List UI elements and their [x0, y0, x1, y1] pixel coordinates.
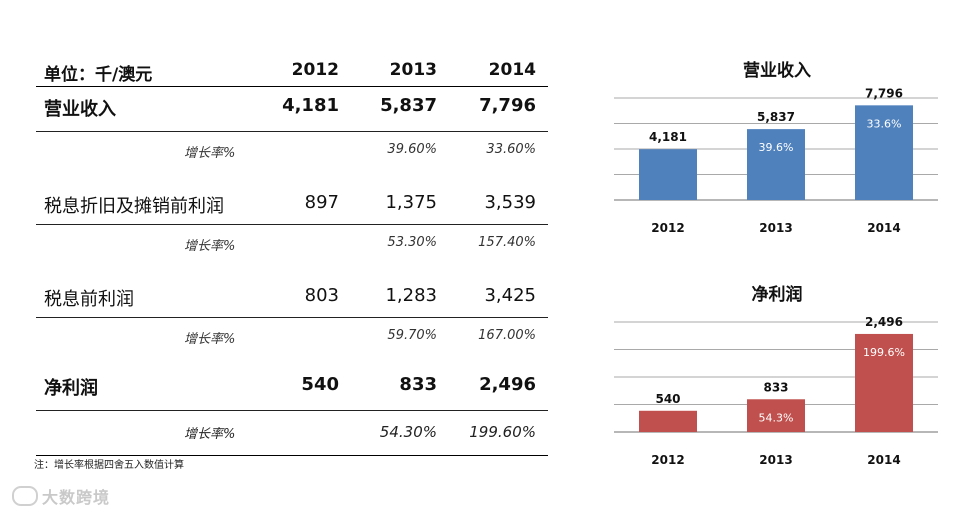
year-header: 2014	[488, 60, 536, 80]
row-value: 3,539	[484, 192, 536, 213]
row-value: 897	[304, 192, 339, 213]
table-row-ebit: 税息前利润 803 1,283 3,425	[36, 273, 548, 318]
table-row-net-profit: 净利润 540 833 2,496	[36, 366, 548, 411]
table-row-growth: 增长率% 53.30% 157.40%	[36, 225, 548, 273]
tick-label: 2012	[651, 453, 684, 467]
table-row-growth: 增长率% 59.70% 167.00%	[36, 318, 548, 366]
growth-label: 增长率%	[184, 427, 236, 442]
growth-value: 199.60%	[469, 423, 536, 441]
growth-label: 54.3%	[759, 411, 794, 424]
unit-header: 单位：千/澳元	[44, 65, 153, 85]
tick-label: 2014	[867, 453, 900, 467]
chart-title: 营业收入	[743, 61, 811, 81]
row-label: 税息折旧及摊销前利润	[44, 196, 224, 217]
growth-value: 39.60%	[387, 142, 437, 157]
row-value: 1,283	[385, 285, 437, 306]
table-row-growth: 增长率% 39.60% 33.60%	[36, 132, 548, 180]
data-label: 833	[763, 380, 788, 394]
row-value: 540	[301, 374, 339, 395]
revenue-chart-plot: 4,181 2012 5,837 39.6% 2013 7,796 33.6% 2014	[614, 86, 938, 235]
financial-table: 单位：千/澳元 2012 2013 2014 营业收入 4,181 5,837 …	[36, 54, 548, 456]
row-value: 803	[304, 285, 339, 306]
year-header: 2012	[291, 60, 339, 80]
growth-label: 增长率%	[184, 146, 236, 161]
chart-title: 净利润	[751, 285, 803, 305]
growth-value: 33.60%	[486, 142, 536, 157]
net-profit-chart: 净利润 540 2012 833 54.3% 2013 2,496 199.6% 2014	[612, 280, 942, 500]
tick-label: 2013	[759, 453, 792, 467]
row-value: 5,837	[380, 95, 437, 116]
growth-label: 199.6%	[863, 346, 905, 359]
footnote: 注：增长率根据四舍五入数值计算	[34, 460, 184, 471]
data-label: 5,837	[757, 110, 795, 124]
table-row-growth: 增长率% 54.30% 199.60%	[36, 411, 548, 456]
growth-value: 59.70%	[387, 328, 437, 343]
bar	[855, 105, 913, 200]
row-value: 1,375	[385, 192, 437, 213]
row-value: 2,496	[479, 374, 536, 395]
data-label: 7,796	[865, 86, 903, 100]
growth-label: 增长率%	[184, 332, 236, 347]
bar	[747, 129, 805, 200]
tick-label: 2014	[867, 221, 900, 235]
bar	[747, 399, 805, 432]
bar	[639, 410, 697, 432]
bar	[855, 333, 913, 432]
growth-value: 157.40%	[478, 235, 536, 250]
row-value: 7,796	[479, 95, 536, 116]
table-row-ebitda: 税息折旧及摊销前利润 897 1,375 3,539	[36, 180, 548, 225]
data-label: 4,181	[649, 130, 687, 144]
tick-label: 2013	[759, 221, 792, 235]
tick-label: 2012	[651, 221, 684, 235]
data-label: 2,496	[865, 315, 903, 329]
row-value: 3,425	[484, 285, 536, 306]
growth-value: 53.30%	[387, 235, 437, 250]
revenue-chart: 营业收入 4,181 2012 5,837 39.6% 2013 7,796 33.6% 20…	[612, 56, 942, 276]
watermark-text: 大数跨境	[42, 488, 111, 507]
row-label: 营业收入	[44, 99, 116, 120]
table-row-revenue: 营业收入 4,181 5,837 7,796	[36, 87, 548, 132]
data-label: 540	[655, 392, 680, 406]
year-header: 2013	[389, 60, 437, 80]
growth-value: 167.00%	[478, 328, 536, 343]
net-profit-chart-plot: 540 2012 833 54.3% 2013 2,496 199.6% 2014	[614, 315, 938, 467]
growth-label: 39.6%	[759, 141, 794, 154]
watermark: 大数跨境	[12, 484, 110, 508]
bar	[639, 149, 697, 200]
growth-label: 增长率%	[184, 239, 236, 254]
watermark-logo-icon	[12, 486, 38, 506]
row-label: 税息前利润	[44, 289, 134, 310]
growth-label: 33.6%	[867, 117, 902, 130]
row-value: 833	[399, 374, 437, 395]
row-value: 4,181	[282, 95, 339, 116]
table-header-row: 单位：千/澳元 2012 2013 2014	[36, 54, 548, 87]
row-label: 净利润	[44, 378, 98, 399]
growth-value: 54.30%	[379, 423, 437, 441]
